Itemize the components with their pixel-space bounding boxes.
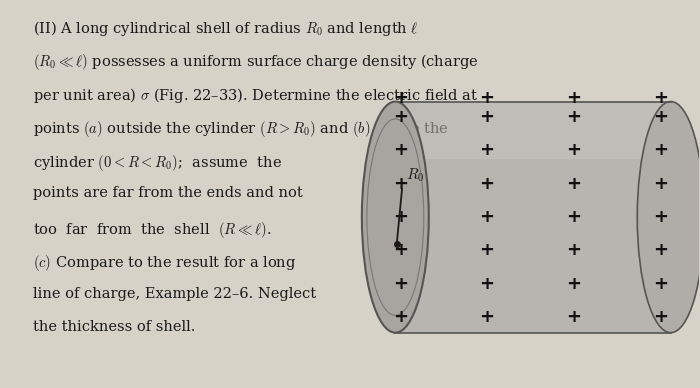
Text: +: + <box>480 89 495 107</box>
Text: +: + <box>653 308 668 326</box>
Text: +: + <box>393 175 408 193</box>
Text: +: + <box>393 208 408 226</box>
Text: +: + <box>566 175 582 193</box>
Text: +: + <box>480 108 495 126</box>
Text: +: + <box>566 208 582 226</box>
Text: +: + <box>653 108 668 126</box>
Ellipse shape <box>362 102 429 333</box>
Text: +: + <box>480 275 495 293</box>
Text: points $(a)$ outside the cylinder $(R > R_0)$ and $(b)$ inside the: points $(a)$ outside the cylinder $(R > … <box>33 119 448 139</box>
Text: +: + <box>653 208 668 226</box>
Text: too  far  from  the  shell  $(R \ll \ell)$.: too far from the shell $(R \ll \ell)$. <box>33 220 271 240</box>
Ellipse shape <box>637 102 700 333</box>
Text: (II) A long cylindrical shell of radius $R_0$ and length $\ell$: (II) A long cylindrical shell of radius … <box>33 19 419 38</box>
Text: +: + <box>480 308 495 326</box>
Text: +: + <box>566 241 582 260</box>
Text: the thickness of shell.: the thickness of shell. <box>33 320 195 334</box>
Text: +: + <box>653 175 668 193</box>
Text: +: + <box>393 89 408 107</box>
Text: +: + <box>566 89 582 107</box>
Bar <box>395 102 671 333</box>
Text: +: + <box>566 141 582 159</box>
Text: +: + <box>393 275 408 293</box>
Text: per unit area) $\sigma$ (Fig. 22–33). Determine the electric field at: per unit area) $\sigma$ (Fig. 22–33). De… <box>33 86 478 105</box>
Text: +: + <box>393 141 408 159</box>
Text: points are far from the ends and not: points are far from the ends and not <box>33 186 302 200</box>
Bar <box>395 102 671 159</box>
Text: cylinder $(0 < R < R_0)$;  assume  the: cylinder $(0 < R < R_0)$; assume the <box>33 153 281 173</box>
Text: +: + <box>566 308 582 326</box>
Text: +: + <box>480 208 495 226</box>
Text: $(R_0 \ll \ell)$ possesses a uniform surface charge density (charge: $(R_0 \ll \ell)$ possesses a uniform sur… <box>33 52 478 72</box>
Text: +: + <box>653 141 668 159</box>
Text: $(c)$ Compare to the result for a long: $(c)$ Compare to the result for a long <box>33 253 296 273</box>
Text: +: + <box>480 241 495 260</box>
Text: +: + <box>393 308 408 326</box>
Text: +: + <box>566 275 582 293</box>
Text: +: + <box>653 89 668 107</box>
Text: +: + <box>480 175 495 193</box>
Text: $R_0$: $R_0$ <box>406 167 424 184</box>
Text: +: + <box>393 108 408 126</box>
Text: +: + <box>653 275 668 293</box>
Text: +: + <box>393 241 408 260</box>
Text: +: + <box>566 108 582 126</box>
Text: +: + <box>653 241 668 260</box>
Text: +: + <box>480 141 495 159</box>
Text: line of charge, Example 22–6. Neglect: line of charge, Example 22–6. Neglect <box>33 287 316 301</box>
